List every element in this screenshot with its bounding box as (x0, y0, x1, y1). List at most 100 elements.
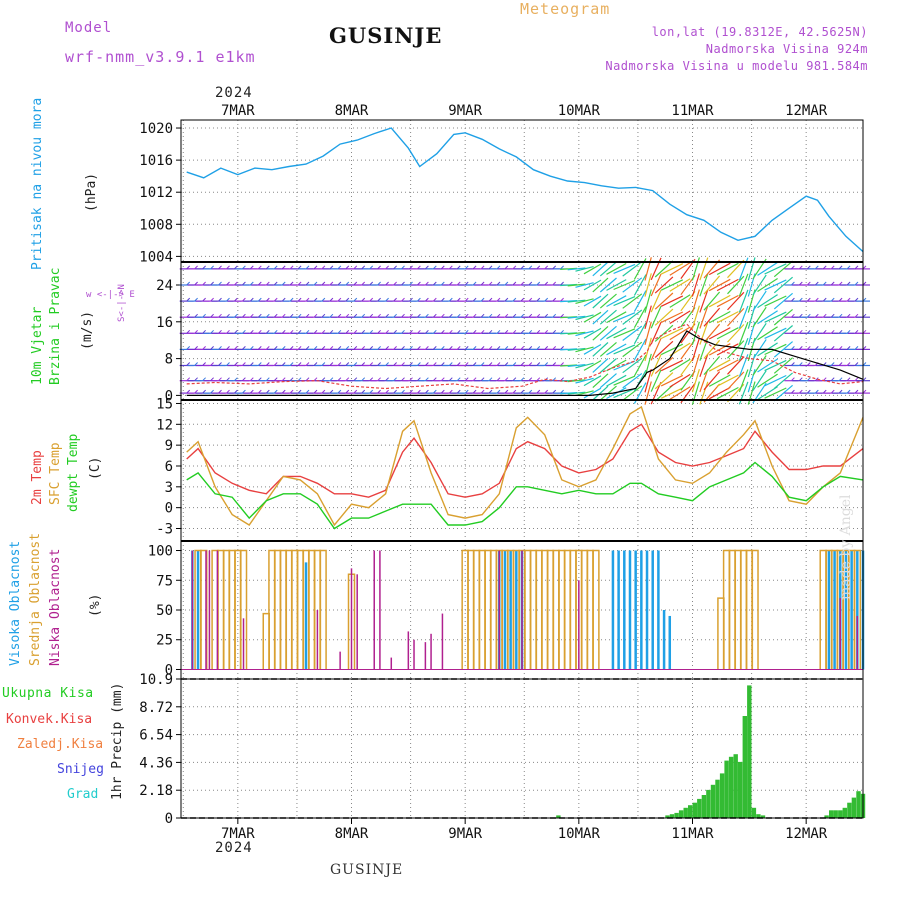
wind-barb-tick (822, 329, 827, 334)
panel-frame (180, 399, 864, 542)
wind-barb (708, 294, 731, 308)
wind-barb (606, 374, 627, 387)
wind-barb (669, 294, 691, 308)
wind-barb-tick (496, 362, 501, 366)
wind-barb (654, 308, 674, 326)
wind-barb (599, 293, 617, 309)
wind-barb-tick (488, 346, 493, 350)
y-tick-label: 0 (165, 662, 173, 678)
wind-barb-tick (456, 313, 461, 318)
wind-barb-tick (448, 265, 453, 270)
y-tick-label: 3 (165, 480, 173, 496)
wind-barb-tick (417, 329, 421, 334)
wind-barb-tick (480, 377, 485, 382)
wind-barb-tick (480, 346, 485, 350)
wind-barb-tick (472, 281, 477, 286)
wind-barb-tick (838, 362, 843, 366)
wind-barb (764, 311, 787, 323)
wind-barb-tick (456, 389, 461, 394)
wind-barb-tick (321, 329, 326, 334)
wind-barb-tick (544, 313, 549, 318)
wind-barb-tick (448, 362, 453, 366)
wind-barb-tick (249, 313, 254, 318)
wind-barb (738, 289, 749, 313)
wind-barb-tick (456, 297, 461, 302)
wind-barb-tick (305, 297, 310, 302)
wind-barb-tick (321, 362, 326, 366)
wind-barb-tick (202, 313, 206, 318)
wind-barb-tick (273, 377, 278, 382)
wind-barb (613, 388, 636, 399)
wind-barb-tick (353, 297, 358, 302)
wind-barb (691, 289, 700, 313)
wind-barb-tick (329, 346, 334, 350)
wind-barb-tick (329, 297, 334, 302)
wind-barb-tick (806, 265, 811, 270)
y-tick-label: 2.18 (139, 783, 173, 799)
wind-barb (727, 307, 745, 327)
wind-barb-tick (417, 265, 421, 270)
wind-barb-tick (536, 265, 541, 270)
wind-barb (773, 357, 793, 374)
wind-barb-tick (448, 281, 453, 286)
wind-barb (752, 306, 767, 328)
wind-barb-tick (289, 297, 294, 302)
y-tick-label: 100 (148, 544, 173, 560)
wind-barb-tick (210, 329, 214, 334)
wind-barb-tick (234, 281, 238, 286)
wind-barb-tick (401, 281, 405, 286)
wind-barb-tick (313, 297, 318, 302)
wind-barb-tick (297, 346, 302, 350)
wind-barb-tick (425, 389, 429, 394)
wind-barb-tick (472, 297, 477, 302)
wind-barb-tick (194, 362, 198, 366)
precip-bar (829, 810, 834, 818)
wind-barb-tick (425, 265, 429, 270)
wind-barb (699, 381, 709, 405)
wind-barb-tick (536, 362, 541, 366)
wind-barb-tick (409, 377, 413, 382)
wind-barb-tick (464, 389, 469, 394)
wind-barb-tick (257, 313, 262, 318)
wind-barb (622, 261, 643, 277)
wind-barb-tick (273, 281, 278, 286)
wind-barb-tick (496, 313, 501, 318)
y-tick-label: 0 (165, 811, 173, 827)
wind-barb (567, 347, 586, 351)
wind-barb-tick (265, 265, 270, 270)
wind-barb-tick (321, 297, 326, 302)
wind-barb-tick (273, 362, 278, 366)
wind-barb (583, 360, 602, 371)
wind-barb-tick (242, 389, 246, 394)
wind-barb-tick (210, 281, 214, 286)
wind-barb-tick (806, 362, 811, 366)
wind-barb-tick (440, 389, 445, 394)
wind-barb-tick (488, 389, 493, 394)
wind-barb (583, 343, 602, 355)
wind-barb (764, 374, 787, 387)
wind-barb (606, 387, 627, 400)
wind-barb-tick (265, 329, 270, 334)
wind-barb-tick (226, 265, 230, 270)
wind-barb-tick (520, 377, 525, 382)
wind-barb-tick (186, 281, 191, 286)
precip-bar (674, 812, 679, 818)
wind-barb (592, 325, 609, 341)
precip-bar (838, 810, 843, 818)
wind-barb-tick (464, 297, 469, 302)
precip-bar (842, 807, 847, 818)
wind-barb-tick (337, 313, 342, 318)
wind-barb (606, 343, 627, 356)
wind-barb-tick (560, 377, 564, 382)
wind-barb-tick (242, 346, 246, 350)
wind-barb-tick (504, 265, 509, 270)
wind-barb-tick (432, 362, 437, 366)
wind-barb-tick (273, 346, 278, 350)
wind-barb (644, 289, 652, 313)
wind-barb (567, 267, 586, 271)
wind-barb (644, 273, 652, 297)
wind-barb-tick (798, 389, 803, 394)
wind-barb (757, 373, 778, 388)
wind-barb (727, 275, 745, 295)
wind-barb-tick (512, 362, 517, 366)
